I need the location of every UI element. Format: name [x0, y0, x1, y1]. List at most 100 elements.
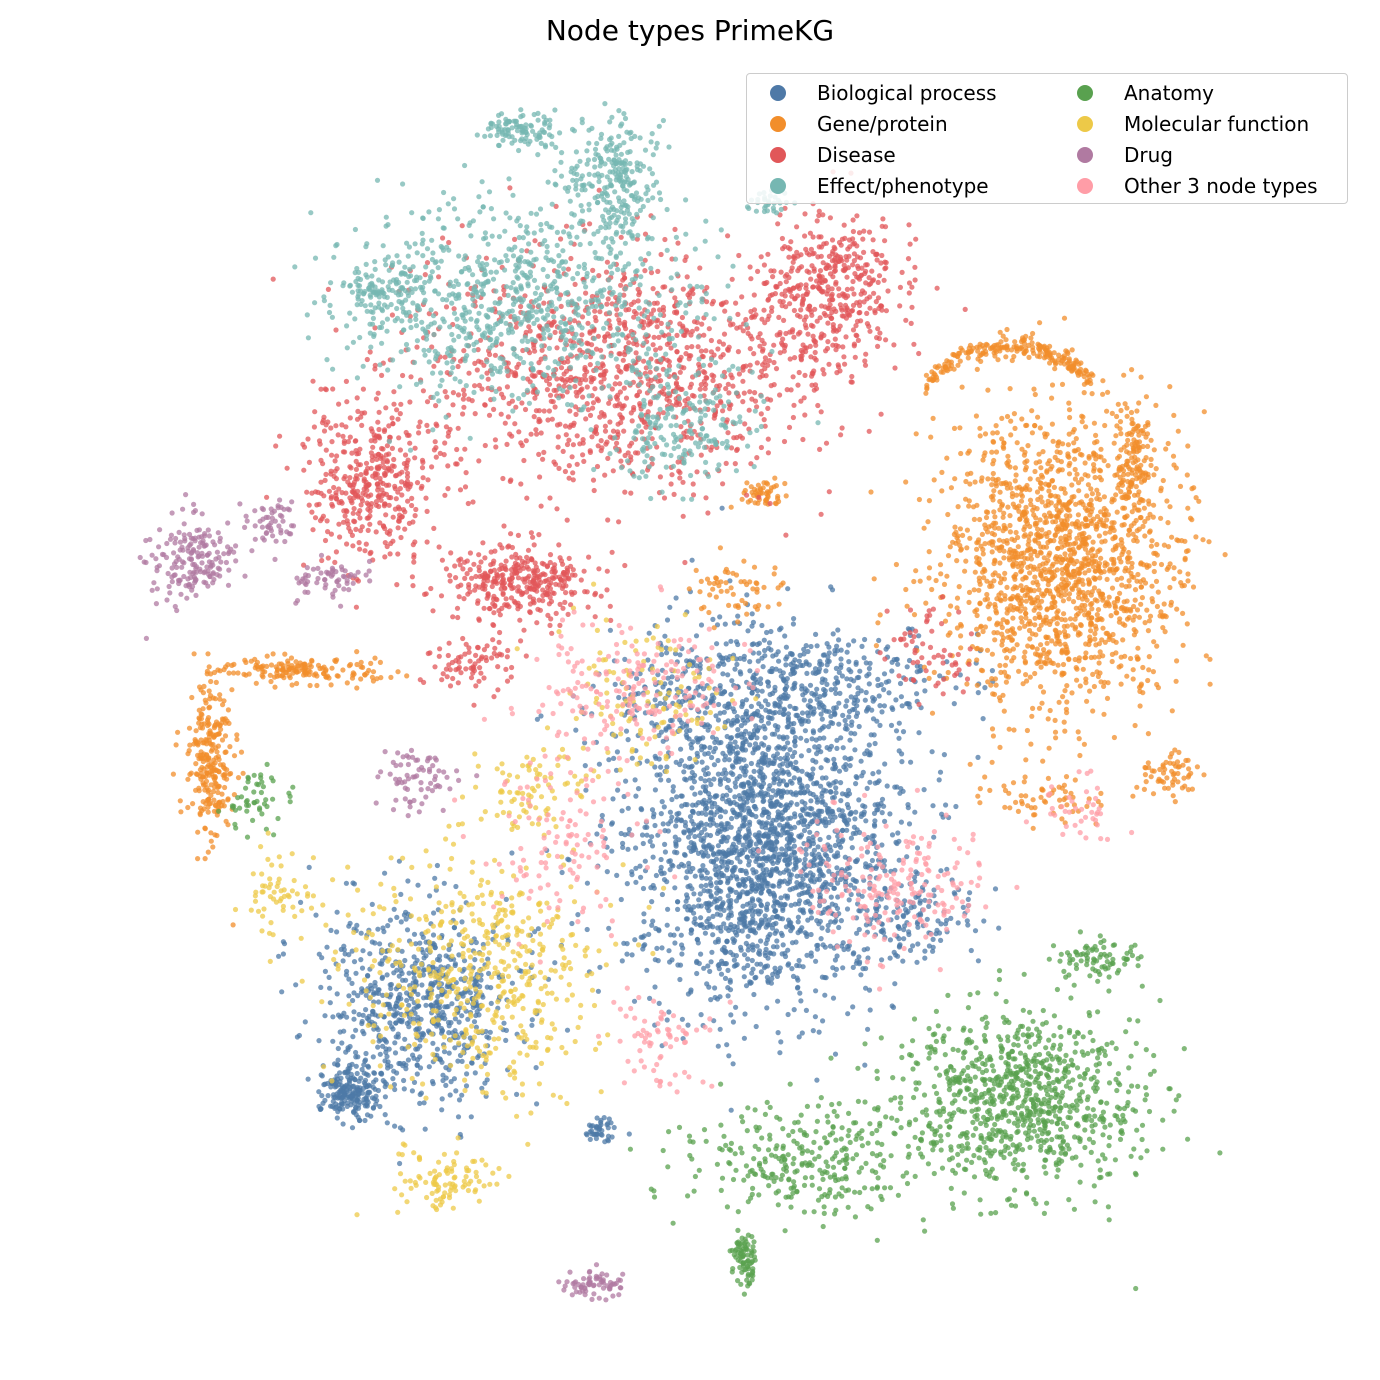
data-point: [926, 565, 933, 571]
data-point: [1114, 610, 1120, 616]
data-point: [672, 651, 679, 657]
data-point: [881, 803, 887, 809]
data-point: [1049, 421, 1055, 427]
data-point: [607, 627, 614, 633]
data-point: [804, 670, 810, 677]
data-point: [1078, 499, 1085, 505]
data-point: [868, 732, 874, 738]
data-point: [925, 519, 931, 525]
data-point: [922, 955, 928, 961]
data-point: [724, 939, 730, 945]
data-point: [411, 931, 418, 937]
data-point: [1085, 550, 1091, 556]
data-point: [707, 968, 713, 975]
data-point: [702, 826, 708, 832]
data-point: [814, 686, 820, 692]
data-point: [667, 858, 673, 864]
data-point: [811, 879, 817, 885]
data-point: [1114, 413, 1120, 420]
data-point: [1118, 431, 1124, 437]
data-point: [640, 934, 646, 940]
data-point: [696, 833, 702, 839]
data-point: [1092, 474, 1098, 481]
data-point: [750, 882, 756, 889]
data-point: [843, 879, 849, 886]
data-point: [817, 694, 823, 700]
data-point: [679, 1016, 686, 1022]
data-point: [629, 755, 635, 761]
data-point: [735, 928, 742, 934]
data-point: [832, 761, 838, 767]
data-point: [732, 810, 738, 816]
data-point: [693, 921, 699, 927]
data-point: [1003, 679, 1010, 685]
data-point: [813, 958, 819, 964]
data-point: [341, 1010, 347, 1016]
data-point: [1037, 459, 1043, 465]
data-point: [1132, 613, 1138, 620]
data-point: [293, 982, 299, 988]
data-point: [746, 829, 752, 835]
data-point: [380, 1078, 386, 1084]
data-point: [1036, 611, 1042, 617]
data-point: [948, 603, 954, 609]
data-point: [1105, 463, 1111, 469]
data-point: [529, 1017, 535, 1023]
data-point: [986, 616, 993, 622]
data-point: [717, 1026, 723, 1032]
data-point: [347, 1078, 353, 1084]
data-point: [368, 1113, 374, 1119]
data-point: [1102, 679, 1108, 685]
data-point: [705, 771, 711, 777]
data-point: [1005, 674, 1012, 680]
data-point: [468, 1114, 474, 1120]
data-point: [819, 794, 825, 800]
data-point: [1073, 665, 1079, 671]
data-point: [681, 829, 687, 835]
data-point: [781, 746, 787, 752]
data-point: [760, 867, 766, 873]
data-point: [800, 785, 806, 791]
data-point: [863, 708, 870, 714]
data-point: [830, 811, 836, 817]
data-point: [1025, 443, 1031, 449]
data-point: [514, 1091, 520, 1097]
data-point: [1171, 412, 1177, 418]
data-point: [814, 643, 820, 649]
data-point: [954, 595, 961, 601]
data-point: [762, 963, 769, 969]
data-point: [459, 1092, 465, 1098]
data-point: [753, 1023, 759, 1030]
data-point: [708, 959, 714, 965]
data-point: [808, 798, 814, 804]
data-point: [416, 1025, 422, 1031]
data-point: [453, 883, 459, 890]
data-point: [698, 622, 705, 628]
data-point: [737, 826, 743, 832]
data-point: [351, 1016, 357, 1022]
data-point: [487, 1029, 493, 1035]
data-point: [853, 661, 859, 667]
data-point: [1039, 591, 1045, 597]
data-point: [393, 1020, 399, 1026]
data-point: [665, 906, 671, 912]
data-point: [782, 878, 788, 884]
data-point: [721, 709, 727, 715]
data-point: [953, 685, 959, 691]
data-point: [1111, 561, 1117, 567]
data-point: [881, 703, 888, 709]
data-point: [1136, 614, 1142, 620]
data-point: [818, 711, 824, 717]
data-point: [689, 557, 695, 563]
data-point: [599, 812, 605, 819]
data-point: [836, 924, 842, 931]
data-point: [816, 1029, 822, 1035]
data-point: [679, 942, 685, 948]
data-point: [1066, 596, 1072, 602]
data-point: [896, 720, 902, 726]
data-point: [1153, 402, 1159, 408]
data-point: [842, 717, 848, 724]
data-point: [747, 742, 753, 748]
data-point: [784, 836, 791, 842]
data-point: [1058, 535, 1064, 541]
